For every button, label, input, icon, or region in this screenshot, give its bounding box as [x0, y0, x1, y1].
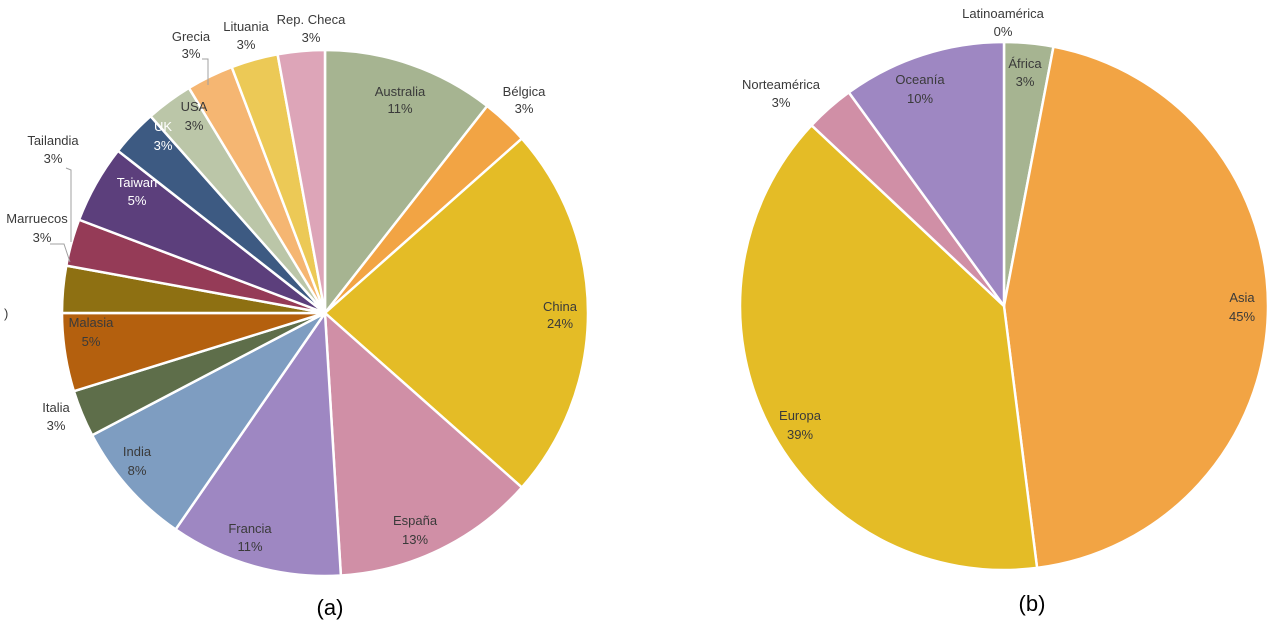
- leader-line: [50, 243, 71, 263]
- pie-slice-francia: [174, 311, 343, 578]
- slice-percent-label: 5%: [82, 334, 101, 349]
- slice-percent-label: 3%: [1016, 74, 1035, 89]
- slice-name-label: Taiwan: [117, 175, 157, 190]
- pie-slice-ocean-a: [847, 40, 1006, 308]
- slice-percent-label: 39%: [787, 427, 813, 442]
- slice-name-label: India: [123, 444, 152, 459]
- slice-name-label: UK: [154, 119, 172, 134]
- slice-name-label: China: [543, 299, 578, 314]
- slice-name-label: Grecia: [172, 29, 211, 44]
- pie-slice-asia: [1002, 45, 1269, 570]
- slice-percent-label: 3%: [772, 95, 791, 110]
- slice-name-label: Francia: [228, 521, 272, 536]
- slice-percent-label: 24%: [547, 316, 573, 331]
- slice-name-label: Oceanía: [895, 72, 945, 87]
- slice-name-label: Tailandia: [27, 133, 79, 148]
- slice-name-label: Latinoamérica: [962, 6, 1044, 21]
- pie-slice-india: [90, 311, 327, 531]
- slice-percent-label: 3%: [154, 138, 173, 153]
- slice-percent-label: 3%: [47, 418, 66, 433]
- slice-name-label: Lituania: [223, 19, 269, 34]
- slice-name-label: Rep. Checa: [277, 12, 346, 27]
- slice-name-label: Marruecos: [6, 211, 68, 226]
- slice-percent-label: 3%: [302, 30, 321, 45]
- pie-chart-b: África 3% Asia 45% Europa 39% Norteamérica 3% Oc…: [738, 6, 1269, 572]
- slice-percent-label: 3%: [515, 101, 534, 116]
- slice-name-label: Asia: [1229, 290, 1255, 305]
- slice-percent-label: 13%: [402, 532, 428, 547]
- caption-a: (a): [317, 595, 344, 620]
- leader-line: [202, 58, 209, 85]
- slice-name-label: España: [393, 513, 438, 528]
- slice-percent-label: 3%: [33, 230, 52, 245]
- caption-b: (b): [1019, 591, 1046, 616]
- pie-slice-europa: [738, 124, 1039, 572]
- pie-slice-espa-a: [323, 311, 524, 577]
- slice-name-label: Europa: [779, 408, 822, 423]
- pie-slice-rep-checa: [276, 48, 327, 315]
- slice-percent-label: 11%: [387, 101, 412, 116]
- clipped-parenthesis: ): [4, 306, 8, 321]
- pie-slice-australia: [323, 48, 489, 315]
- slice-percent-label: 3%: [185, 118, 204, 133]
- slice-percent-label: 11%: [237, 539, 262, 554]
- pie-slice-china: [323, 137, 590, 489]
- slice-name-label: Australia: [375, 84, 426, 99]
- pie-chart-a: Australia 11% Bélgica 3% China 24% España 13% Fr…: [6, 12, 590, 578]
- slice-percent-label: 3%: [44, 151, 63, 166]
- stray-mark: ): [4, 306, 8, 321]
- slice-name-label: África: [1008, 56, 1042, 71]
- slice-percent-label: 3%: [237, 37, 256, 52]
- slice-percent-label: 0%: [994, 24, 1013, 39]
- slice-name-label: Italia: [42, 400, 70, 415]
- slice-percent-label: 8%: [128, 463, 147, 478]
- slice-name-label: Bélgica: [503, 84, 546, 99]
- slice-name-label: USA: [181, 99, 208, 114]
- slice-percent-label: 45%: [1229, 309, 1255, 324]
- slice-name-label: Norteamérica: [742, 77, 821, 92]
- leader-line: [65, 167, 72, 242]
- slice-percent-label: 3%: [182, 46, 201, 61]
- slice-name-label: Malasia: [69, 315, 115, 330]
- slice-percent-label: 10%: [907, 91, 933, 106]
- slice-percent-label: 5%: [128, 193, 147, 208]
